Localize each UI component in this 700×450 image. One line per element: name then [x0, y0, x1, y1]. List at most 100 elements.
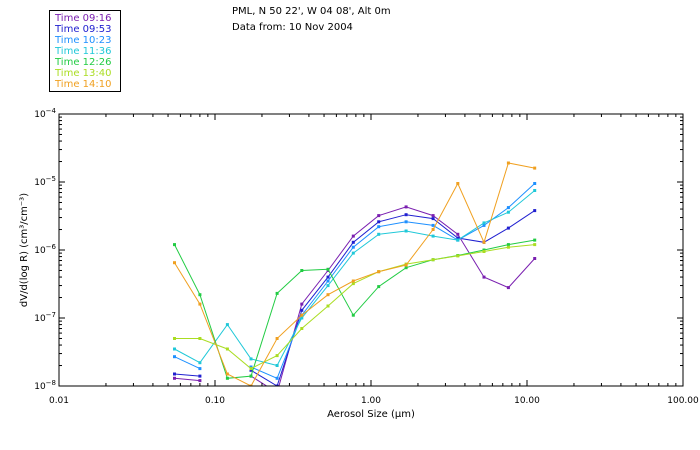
plot-area [173, 161, 537, 386]
data-point [533, 243, 537, 247]
data-point [377, 285, 381, 289]
data-point [456, 182, 460, 185]
legend-item: Time 09:53 [55, 24, 112, 35]
data-point [533, 182, 537, 185]
data-point [225, 323, 229, 327]
series-line [174, 356, 201, 370]
legend-item: Time 13:40 [55, 68, 112, 79]
data-point [506, 206, 510, 210]
data-point [275, 384, 279, 386]
data-point [482, 275, 486, 279]
data-point [249, 365, 253, 369]
data-point [173, 337, 176, 340]
data-point [533, 189, 537, 192]
data-point [431, 223, 435, 227]
series-line [250, 210, 535, 386]
y-axis-title: dV/d(log R) (cm³/cm⁻³) [19, 193, 30, 307]
data-point [275, 337, 279, 340]
series-line [174, 239, 535, 379]
data-point [456, 254, 460, 258]
data-point [533, 166, 537, 170]
data-point [533, 257, 537, 260]
series-2 [173, 209, 537, 386]
data-point [249, 374, 253, 378]
y-tick-label: 10−4 [34, 107, 56, 120]
series-line [174, 162, 535, 386]
data-point [173, 347, 176, 351]
legend-item: Time 14:10 [55, 79, 112, 90]
data-point [404, 263, 408, 267]
data-point [506, 286, 510, 290]
location-title: PML, N 50 22', W 04 08', Alt 0m [232, 6, 391, 17]
series-line [174, 377, 200, 382]
legend-item: Time 11:36 [55, 46, 112, 57]
series-line [250, 206, 536, 386]
data-point [506, 245, 510, 249]
data-point [404, 220, 408, 224]
data-point [482, 250, 486, 253]
data-point [351, 234, 355, 238]
data-point [456, 232, 460, 236]
data-point [249, 384, 253, 386]
series-6 [173, 243, 537, 371]
data-point [198, 302, 202, 306]
data-point [377, 270, 381, 274]
data-point [351, 282, 355, 286]
data-point [482, 223, 486, 227]
data-point [225, 376, 229, 380]
data-point [377, 220, 381, 224]
data-point [326, 267, 330, 271]
data-point [300, 327, 304, 330]
data-point [377, 232, 381, 236]
data-point [482, 221, 486, 225]
series-1 [173, 205, 537, 386]
y-tick-label: 10−5 [34, 175, 56, 188]
x-tick-label: 1.00 [361, 396, 381, 406]
data-point [300, 316, 304, 320]
data-point [173, 372, 176, 376]
data-point [351, 279, 355, 283]
series-5 [173, 238, 537, 380]
data-point [275, 354, 279, 358]
data-point [431, 214, 435, 218]
data-point [173, 355, 176, 359]
data-point [506, 226, 510, 230]
data-point [456, 238, 460, 242]
data-point [377, 225, 381, 229]
data-point [198, 293, 202, 297]
data-point [300, 302, 304, 306]
data-point [225, 347, 229, 351]
y-tick-label: 10−7 [34, 311, 56, 324]
x-tick-label: 10.00 [514, 396, 540, 406]
legend: Time 09:16 Time 09:53 Time 10:23 Time 11:36… [49, 10, 121, 92]
data-point [275, 376, 279, 380]
data-point [404, 205, 408, 209]
x-tick-label: 0.01 [49, 396, 69, 406]
data-point [198, 361, 202, 365]
y-tick-label: 10−8 [34, 379, 56, 392]
data-point [404, 266, 408, 270]
series-4 [173, 189, 537, 367]
data-point [198, 374, 202, 378]
data-point [533, 238, 537, 242]
data-point [326, 284, 330, 288]
data-point [377, 214, 381, 218]
legend-item: Time 10:23 [55, 35, 112, 46]
data-point [533, 209, 537, 213]
series-7 [173, 161, 537, 386]
data-point [456, 236, 460, 240]
legend-item: Time 09:16 [55, 13, 112, 24]
data-point [506, 243, 510, 247]
data-point [326, 275, 330, 279]
data-point [351, 240, 355, 244]
data-point [326, 293, 330, 297]
x-tick-label: 0.10 [205, 396, 225, 406]
data-point [198, 337, 202, 340]
data-point [275, 291, 279, 295]
tick-layer: 0.01 0.10 1.00 10.00 100.00 10−8 10−7 10−6 10−5 1… [34, 107, 699, 406]
data-point [300, 269, 304, 272]
data-point [173, 243, 176, 247]
data-point [506, 210, 510, 214]
data-point [275, 364, 279, 367]
x-tick-label: 100.00 [667, 396, 699, 406]
